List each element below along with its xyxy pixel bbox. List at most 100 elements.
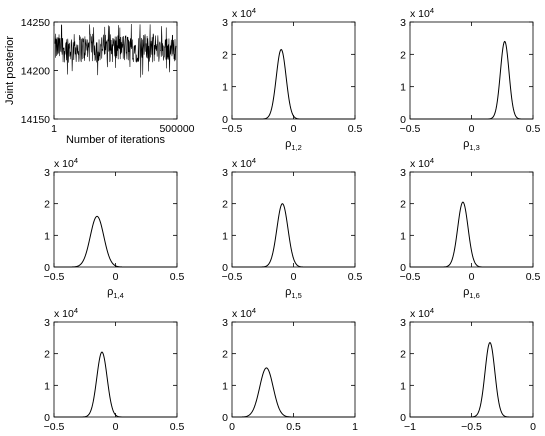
x-tick-label: 0.5 <box>170 271 185 283</box>
x-tick-label: 0 <box>291 271 297 283</box>
x-tick-label: 0 <box>469 123 475 135</box>
trace-line <box>54 23 177 78</box>
x-tick-label: 0.5 <box>348 271 363 283</box>
y-multiplier: x 104 <box>410 156 434 170</box>
x-tick-label: −1 <box>404 421 416 433</box>
x-tick-label: 0.5 <box>526 123 541 135</box>
y-tick-label: 0 <box>222 262 228 274</box>
x-tick-label: −0.5 <box>222 123 243 135</box>
y-multiplier: x 104 <box>232 6 256 20</box>
y-multiplier: x 104 <box>54 156 78 170</box>
y-tick-label: 2 <box>222 349 228 361</box>
y-tick-label: 3 <box>400 167 406 179</box>
y-tick-label: 3 <box>400 317 406 329</box>
x-tick-label: 0 <box>113 271 119 283</box>
y-tick-label: 14150 <box>21 114 50 126</box>
y-tick-label: 1 <box>44 230 50 242</box>
x-tick-label: 500000 <box>159 123 194 135</box>
y-axis-label: Joint posterior <box>4 36 16 105</box>
axes-box <box>231 171 356 268</box>
y-tick-label: 3 <box>400 17 406 29</box>
y-tick-label: 0 <box>44 412 50 424</box>
x-tick-label: 0.5 <box>348 123 363 135</box>
density-curve <box>54 351 177 418</box>
y-tick-label: 1 <box>44 380 50 392</box>
y-tick-label: 0 <box>44 262 50 274</box>
y-tick-label: 3 <box>44 317 50 329</box>
y-tick-label: 0 <box>400 412 406 424</box>
density-curve <box>232 48 355 120</box>
x-axis-label: Number of iterations <box>66 134 166 146</box>
x-axis-label: ρ1,5 <box>285 286 302 300</box>
x-tick-label: 0.5 <box>526 271 541 283</box>
y-tick-label: 2 <box>222 199 228 211</box>
y-tick-label: 3 <box>222 17 228 29</box>
axes-box <box>409 21 534 120</box>
density-curve <box>232 203 355 268</box>
x-tick-label: 0 <box>113 421 119 433</box>
y-tick-label: 2 <box>222 49 228 61</box>
x-tick-label: −0.5 <box>400 271 421 283</box>
y-tick-label: 3 <box>222 167 228 179</box>
axes-box <box>53 171 178 268</box>
y-tick-label: 2 <box>44 349 50 361</box>
x-tick-label: −0.5 <box>400 123 421 135</box>
x-tick-label: 0 <box>530 421 536 433</box>
x-tick-label: −0.5 <box>461 421 482 433</box>
x-tick-label: 0 <box>229 421 235 433</box>
x-axis-label: ρ1,6 <box>463 286 480 300</box>
y-multiplier: x 104 <box>410 6 434 20</box>
density-curve <box>410 201 533 268</box>
x-tick-label: 0.5 <box>286 421 301 433</box>
y-tick-label: 2 <box>44 199 50 211</box>
x-tick-label: 1 <box>51 123 57 135</box>
x-axis-label: ρ1,2 <box>285 138 302 152</box>
y-tick-label: 1 <box>400 230 406 242</box>
y-tick-label: 0 <box>222 114 228 126</box>
y-tick-label: 1 <box>222 82 228 94</box>
y-tick-label: 14250 <box>21 17 50 29</box>
density-curve <box>232 367 355 418</box>
x-tick-label: 0 <box>469 271 475 283</box>
x-tick-label: 1 <box>352 421 358 433</box>
y-tick-label: 2 <box>400 49 406 61</box>
y-multiplier: x 104 <box>232 156 256 170</box>
y-multiplier: x 104 <box>232 306 256 320</box>
y-tick-label: 2 <box>400 199 406 211</box>
y-tick-label: 1 <box>222 380 228 392</box>
y-tick-label: 1 <box>222 230 228 242</box>
y-tick-label: 0 <box>400 114 406 126</box>
x-axis-label: ρ1,4 <box>107 286 124 300</box>
density-curve <box>410 341 533 418</box>
x-tick-label: −0.5 <box>222 271 243 283</box>
axes-box <box>231 21 356 120</box>
density-curve <box>54 215 177 268</box>
y-tick-label: 1 <box>400 380 406 392</box>
y-tick-label: 0 <box>222 412 228 424</box>
y-tick-label: 1 <box>400 82 406 94</box>
axes-box <box>231 321 356 418</box>
y-multiplier: x 104 <box>410 306 434 320</box>
y-tick-label: 2 <box>400 349 406 361</box>
y-multiplier: x 104 <box>54 306 78 320</box>
density-curve <box>410 40 533 120</box>
x-tick-label: −0.5 <box>44 271 65 283</box>
x-tick-label: 0 <box>291 123 297 135</box>
x-axis-label: ρ1,3 <box>463 138 480 152</box>
y-tick-label: 3 <box>44 167 50 179</box>
axes-box <box>409 321 534 418</box>
axes-box <box>53 321 178 418</box>
y-tick-label: 3 <box>222 317 228 329</box>
y-tick-label: 14200 <box>21 66 50 78</box>
x-tick-label: −0.5 <box>44 421 65 433</box>
